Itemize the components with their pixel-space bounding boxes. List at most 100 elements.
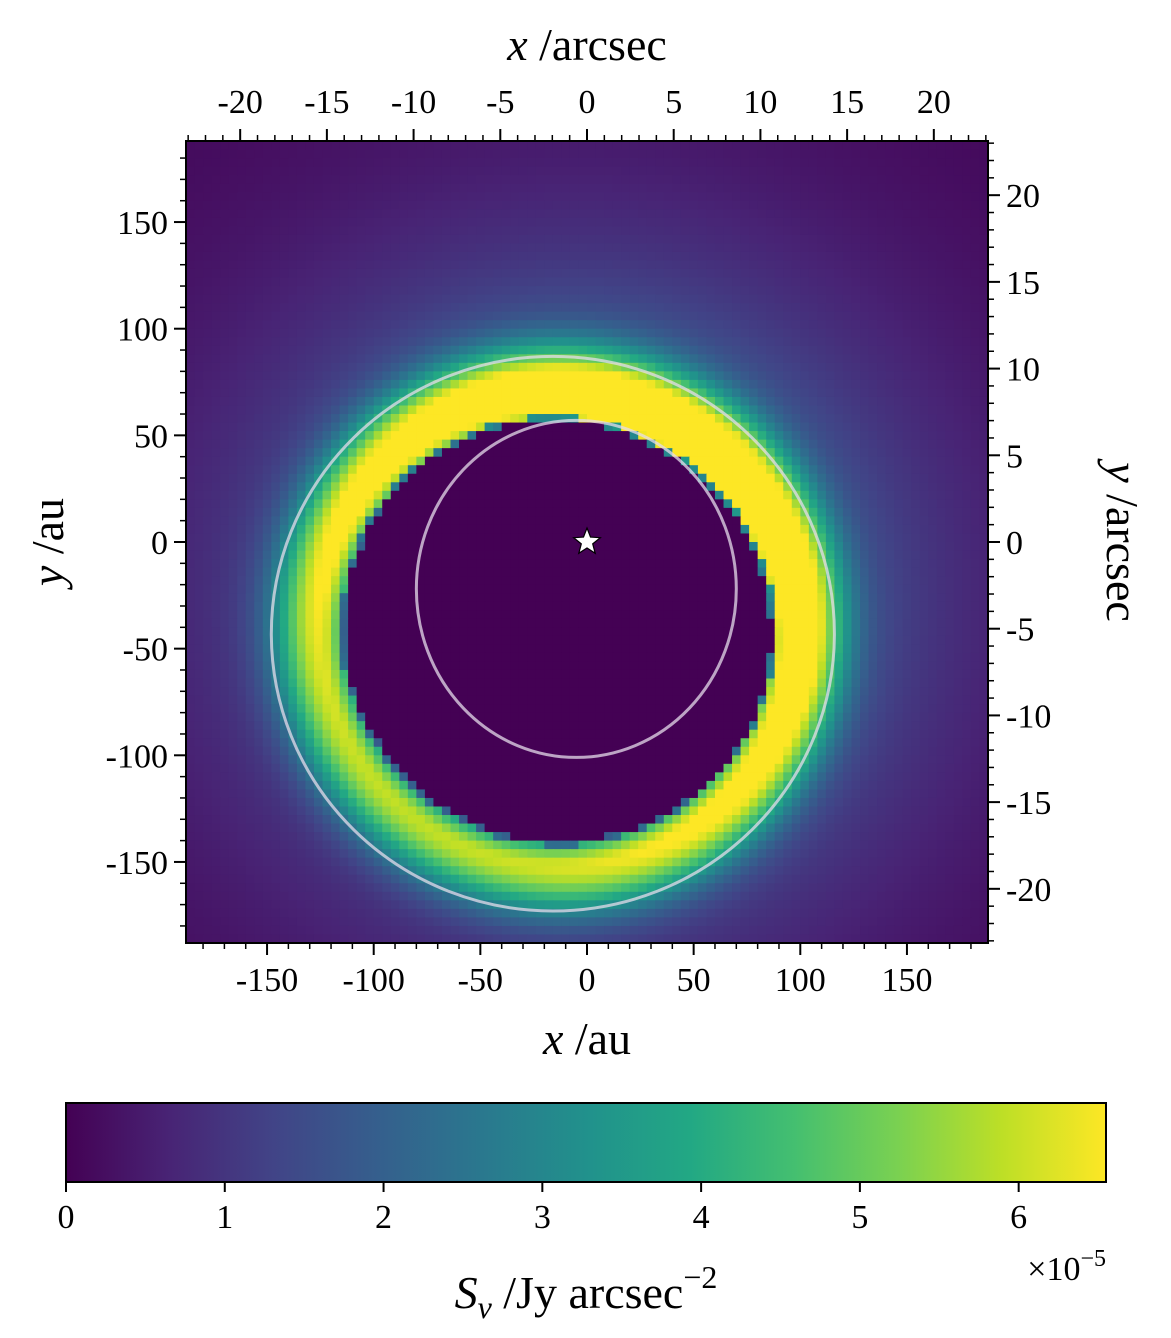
heatmap-cell — [749, 149, 759, 159]
heatmap-cell — [450, 499, 460, 509]
heatmap-cell — [237, 260, 247, 270]
heatmap-cell — [476, 584, 486, 594]
heatmap-cell — [407, 345, 417, 355]
heatmap-cell — [194, 192, 204, 202]
heatmap-cell — [604, 209, 614, 219]
heatmap-cell — [979, 320, 988, 330]
heatmap-cell — [220, 499, 230, 509]
heatmap-cell — [646, 320, 656, 330]
heatmap-cell — [245, 234, 255, 244]
heatmap-cell — [433, 200, 443, 210]
heatmap-cell — [493, 396, 503, 407]
heatmap-cell — [612, 414, 622, 424]
heatmap-cell — [484, 251, 494, 262]
heatmap-cell — [365, 507, 375, 518]
heatmap-cell — [262, 448, 272, 458]
heatmap-cell — [825, 234, 836, 244]
heatmap-cell — [399, 175, 409, 185]
heatmap-cell — [416, 533, 426, 543]
heatmap-cell — [663, 277, 673, 287]
heatmap-cell — [390, 524, 400, 535]
heatmap-cell — [680, 490, 690, 500]
heatmap-cell — [953, 576, 964, 586]
heatmap-cell — [211, 277, 221, 287]
heatmap-cell — [203, 490, 213, 500]
heatmap-cell — [706, 371, 716, 381]
heatmap-cell — [800, 141, 810, 151]
heatmap-cell — [919, 311, 929, 321]
heatmap-cell — [953, 388, 964, 398]
heatmap-cell — [723, 405, 733, 415]
heatmap-cell — [945, 533, 955, 543]
heatmap-cell — [612, 396, 622, 407]
heatmap-cell — [382, 277, 392, 287]
heatmap-cell — [629, 328, 639, 338]
heatmap-cell — [518, 473, 528, 483]
heatmap-cell — [604, 158, 614, 168]
heatmap-cell — [467, 414, 477, 424]
heatmap-cell — [279, 303, 289, 313]
heatmap-cell — [885, 303, 895, 313]
heatmap-cell — [962, 482, 972, 492]
heatmap-cell — [587, 200, 597, 210]
heatmap-cell — [646, 294, 656, 304]
heatmap-cell — [894, 414, 904, 424]
heatmap-cell — [732, 286, 742, 296]
heatmap-cell — [604, 507, 614, 518]
heatmap-cell — [484, 507, 494, 518]
heatmap-cell — [774, 303, 784, 313]
heatmap-cell — [689, 345, 699, 355]
heatmap-cell — [740, 465, 750, 475]
heatmap-cell — [262, 405, 272, 415]
heatmap-cell — [552, 567, 563, 577]
heatmap-cell — [766, 362, 776, 372]
heatmap-cell — [663, 482, 673, 492]
heatmap-cell — [313, 499, 324, 509]
heatmap-cell — [697, 303, 708, 313]
heatmap-cell — [945, 328, 955, 338]
heatmap-cell — [279, 456, 289, 466]
heatmap-cell — [544, 217, 554, 227]
heatmap-cell — [313, 260, 324, 270]
heatmap-cell — [817, 320, 827, 330]
heatmap-cell — [783, 200, 793, 210]
heatmap-cell — [237, 439, 247, 449]
heatmap-cell — [569, 371, 580, 381]
heatmap-cell — [825, 448, 836, 458]
heatmap-cell — [535, 362, 545, 372]
heatmap-cell — [544, 559, 554, 569]
heatmap-cell — [578, 149, 588, 159]
heatmap-cell — [484, 448, 494, 458]
heatmap-cell — [595, 251, 605, 262]
heatmap-cell — [493, 234, 503, 244]
heatmap-cell — [331, 354, 341, 364]
heatmap-cell — [348, 371, 358, 381]
heatmap-cell — [211, 576, 221, 586]
heatmap-cell — [228, 371, 238, 381]
heatmap-cell — [655, 542, 665, 552]
heatmap-cell — [885, 431, 895, 441]
heatmap-cell — [399, 465, 409, 475]
heatmap-cell — [655, 251, 665, 262]
heatmap-cell — [501, 567, 511, 577]
heatmap-cell — [399, 490, 409, 500]
heatmap-cell — [936, 388, 946, 398]
heatmap-cell — [459, 200, 469, 210]
heatmap-cell — [936, 524, 946, 535]
heatmap-cell — [911, 260, 921, 270]
heatmap-cell — [689, 251, 699, 262]
heatmap-cell — [578, 243, 588, 253]
heatmap-cell — [800, 166, 810, 176]
heatmap-cell — [808, 226, 818, 236]
heatmap-cell — [834, 567, 844, 577]
heatmap-cell — [501, 268, 511, 279]
heatmap-cell — [655, 559, 665, 569]
heatmap-cell — [638, 542, 648, 552]
heatmap-cell — [902, 567, 912, 577]
heatmap-cell — [595, 243, 605, 253]
heatmap-cell — [493, 499, 503, 509]
heatmap-cell — [621, 362, 631, 372]
heatmap-cell — [962, 567, 972, 577]
heatmap-cell — [194, 354, 204, 364]
heatmap-cell — [203, 141, 213, 151]
